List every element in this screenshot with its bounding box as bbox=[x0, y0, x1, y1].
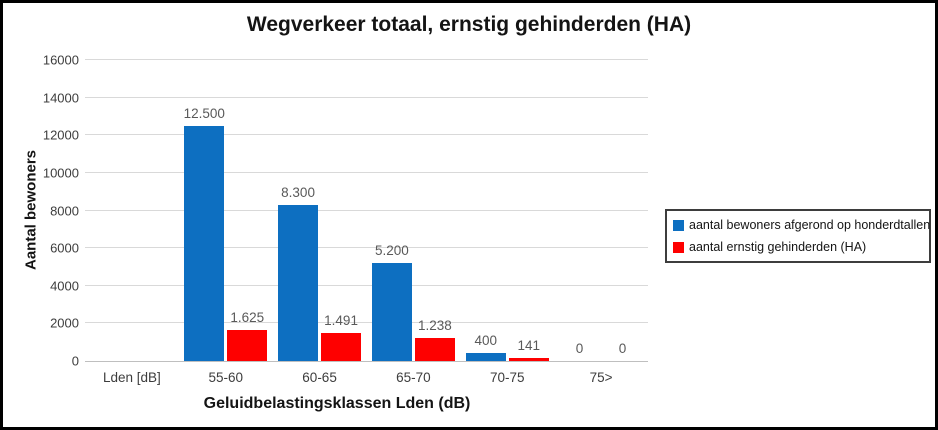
gridline-6000 bbox=[85, 247, 648, 249]
bar-bewoners-70-75: 400 bbox=[465, 334, 506, 361]
bar-label-gehinderden-65-70: 1.238 bbox=[418, 317, 452, 333]
bar-label-bewoners-55-60: 12.500 bbox=[183, 105, 225, 121]
y-tick-label-12000: 12000 bbox=[42, 127, 79, 143]
y-tick-label-8000: 8000 bbox=[50, 203, 79, 218]
gridline-16000 bbox=[85, 59, 648, 60]
bar-bewoners-55-60: 12.500 bbox=[184, 106, 225, 361]
x-tick-label-55-60: 55-60 bbox=[208, 370, 243, 385]
x-tick-label-75: 75> bbox=[589, 370, 613, 385]
bar-label-bewoners-65-70: 5.200 bbox=[375, 243, 409, 259]
chart-title: Wegverkeer totaal, ernstig gehinderden (… bbox=[246, 13, 692, 36]
x-axis-title: Geluidbelastingsklassen Lden (dB) bbox=[203, 395, 471, 412]
y-tick-label-2000: 2000 bbox=[50, 315, 79, 331]
bar-group-60-65: 8.300 1.491 bbox=[273, 60, 367, 361]
y-tick-label-4000: 4000 bbox=[50, 278, 79, 294]
bar-label-bewoners-70-75: 400 bbox=[474, 333, 497, 349]
bar-label-bewoners-75: 0 bbox=[575, 341, 584, 356]
x-tick-label-65-70: 65-70 bbox=[396, 370, 431, 385]
bar-gehinderden-65-70: 1.238 bbox=[414, 318, 455, 361]
gridline-14000 bbox=[85, 96, 648, 98]
gridline-4000 bbox=[85, 284, 648, 286]
bar-label-gehinderden-75: 0 bbox=[618, 341, 627, 356]
gridline-8000 bbox=[85, 209, 648, 211]
bar-label-gehinderden-55-60: 1.625 bbox=[230, 310, 265, 326]
bar-group-65-70: 5.200 1.238 bbox=[367, 60, 461, 361]
x-axis-ticks: Lden [dB] 55-60 60-65 65-70 70-75 75> bbox=[85, 370, 648, 385]
bar-group-55-60: 12.500 1.625 bbox=[179, 60, 273, 361]
bar-bewoners-65-70: 5.200 bbox=[371, 243, 412, 361]
bar-group-70-75: 400 141 bbox=[460, 60, 554, 361]
y-tick-label-10000: 10000 bbox=[42, 165, 79, 181]
bar-label-bewoners-60-65: 8.300 bbox=[281, 184, 315, 200]
legend-swatch-red bbox=[673, 241, 684, 253]
legend: aantal bewoners afgerond op honderdtalle… bbox=[665, 209, 931, 263]
x-tick-label-70-75: 70-75 bbox=[489, 370, 525, 385]
bar-gehinderden-55-60: 1.625 bbox=[227, 311, 268, 361]
gridline-10000 bbox=[85, 171, 648, 173]
legend-swatch-blue bbox=[673, 219, 684, 231]
x-tick-label-60-65: 60-65 bbox=[302, 370, 337, 385]
legend-entry-gehinderden: aantal ernstig gehinderden (HA) bbox=[673, 240, 923, 254]
legend-entry-bewoners: aantal bewoners afgerond op honderdtalle… bbox=[673, 218, 930, 232]
x-tick-label-lden-db: Lden [dB] bbox=[103, 370, 161, 385]
plot-area: 12.500 1.625 8.300 1.491 5.200 1.238 400 141 0 0 bbox=[85, 59, 648, 362]
bar-label-gehinderden-60-65: 1.491 bbox=[324, 312, 358, 328]
gridline-12000 bbox=[85, 134, 648, 136]
legend-label-gehinderden: aantal ernstig gehinderden (HA) bbox=[689, 240, 867, 254]
y-tick-label-6000: 6000 bbox=[50, 240, 79, 256]
y-axis-ticks: 0 2000 4000 6000 8000 10000 12000 14000 16000 bbox=[3, 54, 79, 368]
y-tick-label-0: 0 bbox=[71, 353, 79, 369]
bar-gehinderden-60-65: 1.491 bbox=[321, 313, 362, 361]
gridline-2000 bbox=[85, 322, 648, 324]
bar-group-lden-db bbox=[85, 60, 179, 361]
bar-gehinderden-70-75: 141 bbox=[508, 339, 549, 361]
y-tick-label-14000: 14000 bbox=[42, 90, 79, 106]
bar-bewoners-60-65: 8.300 bbox=[278, 185, 319, 361]
y-tick-label-16000: 16000 bbox=[42, 52, 79, 68]
bar-label-gehinderden-70-75: 141 bbox=[517, 338, 540, 354]
legend-label-bewoners: aantal bewoners afgerond op honderdtalle… bbox=[689, 218, 931, 232]
